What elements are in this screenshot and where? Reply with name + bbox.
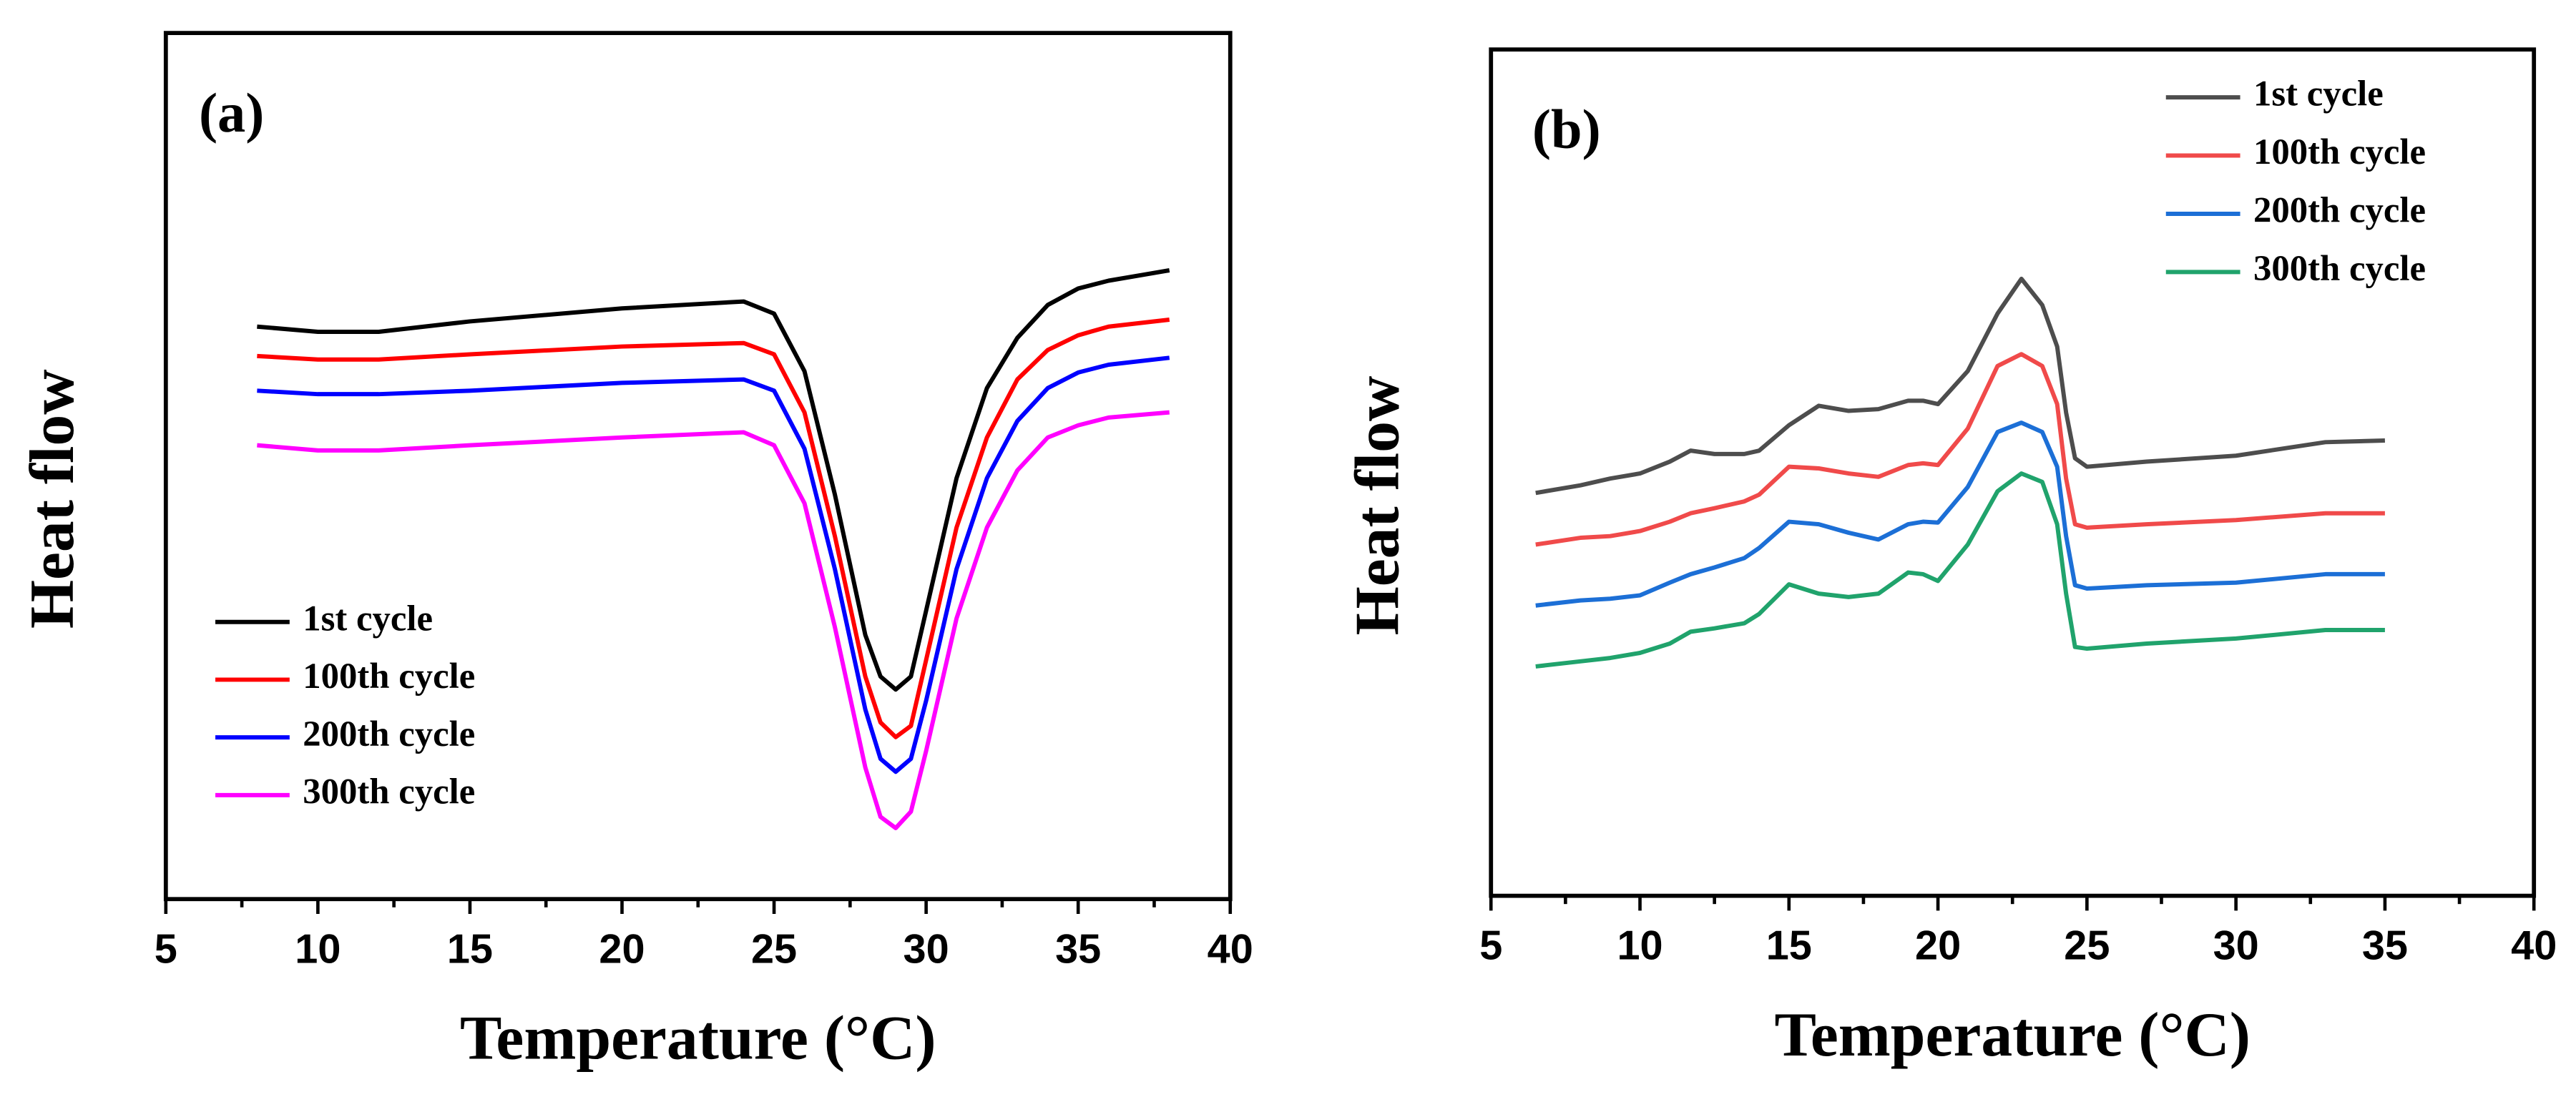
y-axis-label: Heat flow bbox=[1342, 376, 1411, 636]
panel-label: (a) bbox=[199, 82, 264, 144]
legend-label: 300th cycle bbox=[303, 772, 475, 812]
legend-label: 1st cycle bbox=[303, 598, 433, 638]
y-axis-label: Heat flow bbox=[17, 369, 87, 629]
x-tick-label: 15 bbox=[1766, 923, 1812, 969]
x-tick-label: 5 bbox=[1479, 923, 1502, 969]
series-line bbox=[1535, 471, 2385, 669]
legend-label: 100th cycle bbox=[2253, 132, 2426, 172]
x-tick-label: 30 bbox=[2213, 923, 2259, 969]
x-tick-label: 20 bbox=[1915, 923, 1961, 969]
x-axis-label: Temperature (°C) bbox=[460, 1003, 936, 1072]
legend-label: 200th cycle bbox=[2253, 190, 2426, 230]
legend-label: 100th cycle bbox=[303, 656, 475, 696]
legend-label: 300th cycle bbox=[2253, 248, 2426, 288]
plot-frame bbox=[163, 31, 1233, 902]
series-line bbox=[257, 410, 1170, 830]
x-tick-label: 35 bbox=[1055, 926, 1101, 972]
x-tick-label: 10 bbox=[295, 926, 341, 972]
x-tick-label: 20 bbox=[599, 926, 645, 972]
x-tick-label: 5 bbox=[155, 926, 177, 972]
series-line bbox=[1535, 352, 2385, 547]
series-line bbox=[257, 268, 1170, 692]
series-line bbox=[1535, 420, 2385, 608]
series-line bbox=[257, 355, 1170, 774]
x-tick-label: 25 bbox=[751, 926, 797, 972]
panel-label: (b) bbox=[1532, 98, 1601, 160]
x-tick-label: 15 bbox=[447, 926, 493, 972]
x-tick-label: 10 bbox=[1617, 923, 1662, 969]
x-tick-label: 40 bbox=[2511, 923, 2557, 969]
legend-label: 1st cycle bbox=[2253, 74, 2384, 114]
x-tick-label: 25 bbox=[2064, 923, 2110, 969]
x-axis-label: Temperature (°C) bbox=[1774, 1000, 2251, 1069]
x-tick-label: 35 bbox=[2362, 923, 2408, 969]
x-tick-label: 40 bbox=[1208, 926, 1253, 972]
x-tick-label: 30 bbox=[903, 926, 949, 972]
legend-label: 200th cycle bbox=[303, 714, 475, 754]
series-line bbox=[257, 318, 1170, 739]
series-line bbox=[1535, 276, 2385, 496]
